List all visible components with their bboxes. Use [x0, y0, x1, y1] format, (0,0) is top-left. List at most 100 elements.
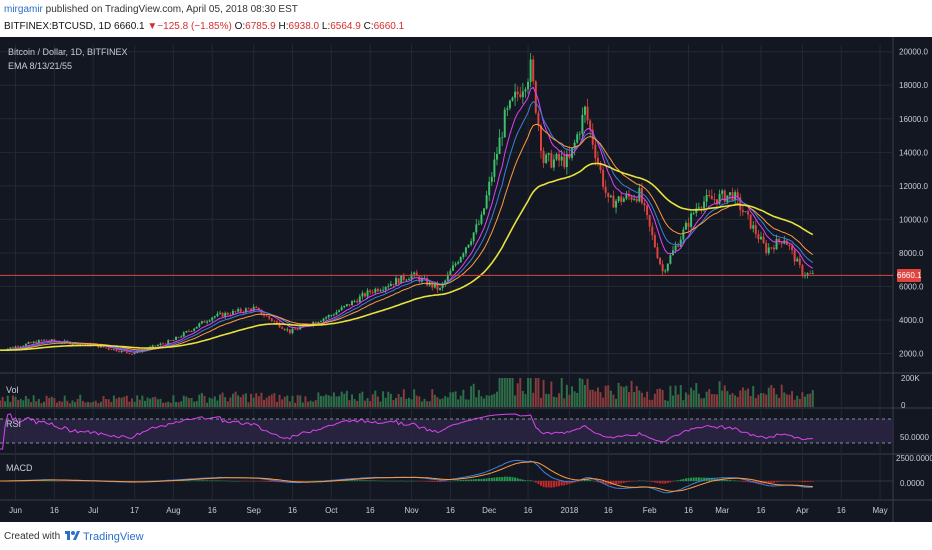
candle-body: [739, 197, 742, 211]
macd-histogram-bar: [728, 480, 731, 481]
candle-body: [30, 342, 33, 344]
candle-body: [182, 332, 185, 337]
candle-body: [415, 272, 418, 277]
volume-bar: [710, 394, 713, 407]
candle-body: [791, 246, 794, 251]
macd-histogram-bar: [348, 480, 351, 481]
macd-histogram-bar: [607, 481, 610, 485]
volume-bar: [446, 397, 449, 407]
candle-body: [765, 242, 768, 253]
macd-histogram-bar: [433, 481, 436, 482]
volume-bar: [255, 393, 258, 407]
macd-histogram-bar: [369, 480, 372, 481]
candle-body: [501, 137, 504, 139]
volume-bar: [796, 395, 799, 407]
candle-body: [451, 265, 454, 271]
volume-bar: [723, 385, 726, 407]
author-link[interactable]: mirgamir: [4, 4, 43, 15]
chart-area[interactable]: 2000.0 4000.0 6000.0 8000.0 10000.0 12000.0 14…: [0, 37, 932, 522]
x-tick-label: Jul: [88, 506, 98, 515]
volume-bar: [81, 400, 84, 407]
candle-body: [384, 287, 387, 290]
volume-bar: [666, 400, 669, 407]
macd-histogram-bar: [270, 481, 273, 483]
tradingview-brand-link[interactable]: TradingView: [83, 531, 144, 543]
volume-bar: [677, 394, 680, 407]
macd-histogram-bar: [503, 476, 506, 481]
volume-bar: [581, 378, 584, 407]
volume-bar: [221, 392, 224, 407]
volume-bar: [483, 398, 486, 407]
macd-histogram-bar: [268, 481, 271, 482]
volume-bar: [558, 393, 561, 407]
chart-canvas[interactable]: 2000.0 4000.0 6000.0 8000.0 10000.0 12000.0 14…: [0, 37, 932, 522]
macd-histogram-bar: [747, 481, 750, 483]
macd-histogram-bar: [353, 480, 356, 481]
macd-histogram-bar: [206, 480, 209, 481]
volume-bar: [237, 395, 240, 407]
candle-body: [123, 350, 126, 352]
candle-body: [534, 81, 537, 113]
candle-body: [485, 195, 488, 209]
open-label: O:: [234, 21, 246, 32]
candle-body: [281, 327, 284, 329]
candle-body: [244, 308, 247, 313]
macd-histogram-bar: [571, 481, 574, 484]
x-tick-label: Dec: [482, 506, 496, 515]
candle-body: [180, 336, 183, 338]
volume-bar: [247, 402, 250, 407]
candle-body: [444, 280, 447, 284]
macd-histogram-bar: [703, 477, 706, 481]
macd-histogram-bar: [767, 481, 770, 484]
candle-body: [172, 340, 175, 341]
volume-bar: [307, 401, 310, 407]
candle-body: [477, 223, 480, 225]
volume-bar: [76, 398, 79, 407]
volume-bar: [415, 395, 418, 407]
candle-body: [50, 339, 53, 341]
volume-bar: [457, 399, 460, 407]
macd-histogram-bar: [537, 481, 540, 485]
candle-body: [741, 210, 744, 213]
macd-histogram-bar: [263, 481, 266, 482]
volume-bar: [299, 395, 302, 407]
volume-bar: [48, 397, 51, 407]
candle-body: [552, 159, 555, 168]
candle-body: [268, 316, 271, 319]
candle-body: [612, 195, 615, 208]
macd-histogram-bar: [477, 479, 480, 481]
volume-bar: [596, 387, 599, 407]
volume-bar: [428, 401, 431, 407]
x-tick-label: 2018: [561, 506, 579, 515]
volume-bar: [195, 401, 198, 407]
y-tick-label: 20000.0: [899, 48, 928, 57]
volume-bar: [379, 401, 382, 407]
volume-bar: [242, 394, 245, 407]
candle-body: [718, 193, 721, 204]
volume-bar: [615, 398, 618, 407]
volume-bar: [563, 398, 566, 407]
volume-bar: [400, 397, 403, 407]
volume-bar: [679, 385, 682, 407]
macd-histogram-bar: [565, 481, 568, 485]
volume-bar: [32, 395, 35, 407]
candle-body: [250, 308, 253, 311]
candle-body: [270, 318, 273, 321]
volume-bar: [798, 398, 801, 407]
macd-histogram-bar: [467, 479, 470, 481]
candle-body: [811, 273, 814, 275]
candle-body: [273, 320, 276, 322]
candle-body: [511, 97, 514, 101]
last-price-tag: 6660.1: [897, 269, 922, 282]
volume-bar: [627, 392, 630, 407]
candle-body: [457, 262, 460, 264]
volume-bar: [118, 397, 121, 407]
y-tick-label: 10000.0: [899, 215, 928, 224]
volume-bar: [61, 401, 64, 407]
volume-bar: [695, 383, 698, 407]
candle-body: [286, 329, 289, 331]
x-tick-label: May: [872, 506, 887, 515]
candle-body: [208, 320, 211, 322]
volume-bar: [656, 389, 659, 407]
candle-body: [659, 257, 662, 265]
